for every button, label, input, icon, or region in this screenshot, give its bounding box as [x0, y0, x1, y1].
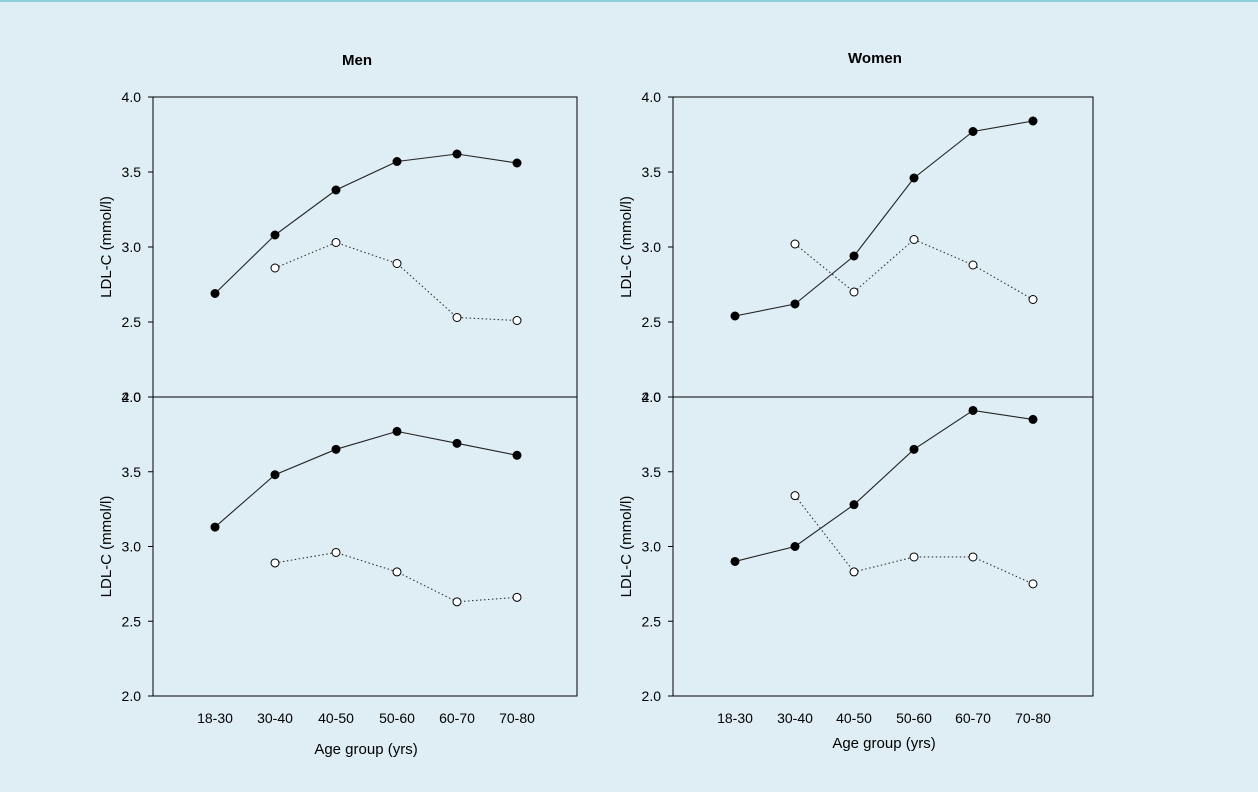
- men-bottom-xtick-label: 40-50: [318, 710, 354, 726]
- men-bottom-ytick-label: 2.5: [122, 613, 142, 629]
- men-top-series-1-point: [452, 149, 462, 159]
- men-bottom-xaxis-label: Age group (yrs): [314, 741, 417, 758]
- men-top-ytick-label: 4.0: [122, 89, 142, 105]
- women-bottom-series-1-point: [968, 405, 978, 415]
- women-top-ytick-label: 3.5: [642, 164, 662, 180]
- men-bottom-series-1-point: [210, 522, 220, 532]
- women-bottom-xtick-label: 40-50: [836, 710, 872, 726]
- women-top-series-2-point: [1028, 295, 1038, 304]
- men-bottom-series-2-point: [512, 592, 522, 602]
- women-bottom-plot-frame: [672, 396, 1094, 697]
- men-top-series-1-point: [270, 230, 280, 240]
- women-bottom-series-1-point: [790, 542, 800, 551]
- women-bottom-series-1-line: [734, 409, 1034, 562]
- women-bottom-series-2-point: [968, 552, 978, 562]
- men-top-series-2-point: [512, 316, 522, 325]
- women-bottom-ytick-label: 3.5: [642, 464, 662, 480]
- women-bottom-series-1-point: [849, 500, 859, 510]
- women-bottom-series-2-point: [849, 567, 859, 577]
- men-bottom-series-1-point: [452, 438, 462, 448]
- men-bottom-yaxis-label: LDL-C (mmol/l): [98, 496, 115, 598]
- men-bottom-series-1-point: [392, 426, 402, 436]
- men-top-series-1-point: [331, 185, 341, 195]
- women-bottom-series-2-point: [909, 552, 919, 562]
- men-bottom-series-1-line: [214, 430, 518, 528]
- women-top-ytick-label: 4.0: [642, 89, 662, 105]
- men-bottom-series-2-point: [392, 567, 402, 577]
- men-top-series-2-point: [270, 263, 280, 273]
- men-top-series-1-point: [392, 157, 402, 166]
- men-top-yaxis-label: LDL-C (mmol/l): [98, 196, 115, 298]
- women-bottom-series-1-point: [1028, 414, 1038, 424]
- men-bottom-xtick-label: 50-60: [379, 710, 415, 726]
- men-top-series-1-line: [214, 153, 518, 294]
- women-bottom-ytick-label: 2.0: [642, 688, 662, 704]
- men-top-series-1-point: [210, 289, 220, 298]
- women-top-title: Women: [848, 50, 902, 67]
- women-bottom-ytick-label: 3.0: [642, 539, 662, 555]
- women-top-ytick-label: 3.0: [642, 239, 662, 255]
- men-top-series-2-line: [274, 241, 518, 322]
- men-bottom-xtick-label: 30-40: [257, 710, 293, 726]
- women-bottom-xtick-label: 70-80: [1015, 710, 1051, 726]
- women-bottom-series-2-point: [790, 491, 800, 501]
- men-bottom-series-2-point: [331, 547, 341, 557]
- men-bottom-series-1-point: [270, 470, 280, 480]
- women-top-yaxis-label: LDL-C (mmol/l): [618, 196, 635, 298]
- men-top-plot-frame: [152, 96, 578, 398]
- women-top-series-1-point: [849, 251, 859, 261]
- women-bottom-xtick-label: 50-60: [896, 710, 932, 726]
- women-top-series-2-point: [849, 287, 859, 297]
- men-bottom-series-2-line: [274, 551, 518, 603]
- women-bottom-series-2-point: [1028, 579, 1038, 589]
- men-bottom-series-1-point: [331, 444, 341, 454]
- women-top-ytick-label: 2.5: [642, 314, 662, 330]
- men-bottom-ytick-label: 3.5: [122, 464, 142, 480]
- women-bottom-series-1-point: [909, 444, 919, 454]
- women-bottom-ytick-label: 4.0: [642, 389, 662, 405]
- men-top-ytick-label: 3.0: [122, 239, 142, 255]
- women-top-series-1-line: [734, 120, 1034, 317]
- women-top-plot-frame: [672, 96, 1094, 398]
- men-top-ytick-label: 2.5: [122, 314, 142, 330]
- women-top-series-1-point: [909, 173, 919, 183]
- women-bottom-xtick-label: 18-30: [717, 710, 753, 726]
- women-top-series-1-point: [730, 311, 740, 321]
- women-bottom-ytick-label: 2.5: [642, 613, 662, 629]
- women-top-series-2-point: [909, 235, 919, 244]
- men-bottom-xtick-label: 18-30: [197, 710, 233, 726]
- men-top-title: Men: [342, 52, 372, 69]
- men-bottom-series-1-point: [512, 450, 522, 460]
- women-bottom-xaxis-label: Age group (yrs): [832, 735, 935, 752]
- women-top-series-1-point: [790, 299, 800, 309]
- men-bottom-ytick-label: 2.0: [122, 688, 142, 704]
- women-top-series-2-line: [794, 238, 1034, 300]
- men-bottom-series-2-point: [452, 597, 462, 607]
- men-bottom-xtick-label: 70-80: [499, 710, 535, 726]
- men-bottom-xtick-label: 60-70: [439, 710, 475, 726]
- women-top-ytick-label: 2.0: [642, 389, 662, 405]
- men-bottom-plot-frame: [152, 396, 578, 697]
- women-top-series-1-point: [1028, 116, 1038, 126]
- women-bottom-yaxis-label: LDL-C (mmol/l): [618, 496, 635, 598]
- women-top-series-1-point: [968, 127, 978, 136]
- men-top-ytick-label: 3.5: [122, 164, 142, 180]
- women-bottom-series-2-line: [794, 495, 1034, 585]
- men-top-series-2-point: [452, 313, 462, 322]
- women-top-series-2-point: [968, 260, 978, 270]
- women-bottom-series-1-point: [730, 556, 740, 566]
- men-bottom-series-2-point: [270, 558, 280, 568]
- men-bottom-ytick-label: 3.0: [122, 539, 142, 555]
- men-top-ytick-label: 2.0: [122, 389, 142, 405]
- men-top-series-2-point: [331, 238, 341, 247]
- men-bottom-ytick-label: 4.0: [122, 389, 142, 405]
- women-top-series-2-point: [790, 239, 800, 249]
- men-top-series-2-point: [392, 259, 402, 268]
- women-bottom-xtick-label: 60-70: [955, 710, 991, 726]
- women-bottom-xtick-label: 30-40: [777, 710, 813, 726]
- men-top-series-1-point: [512, 158, 522, 168]
